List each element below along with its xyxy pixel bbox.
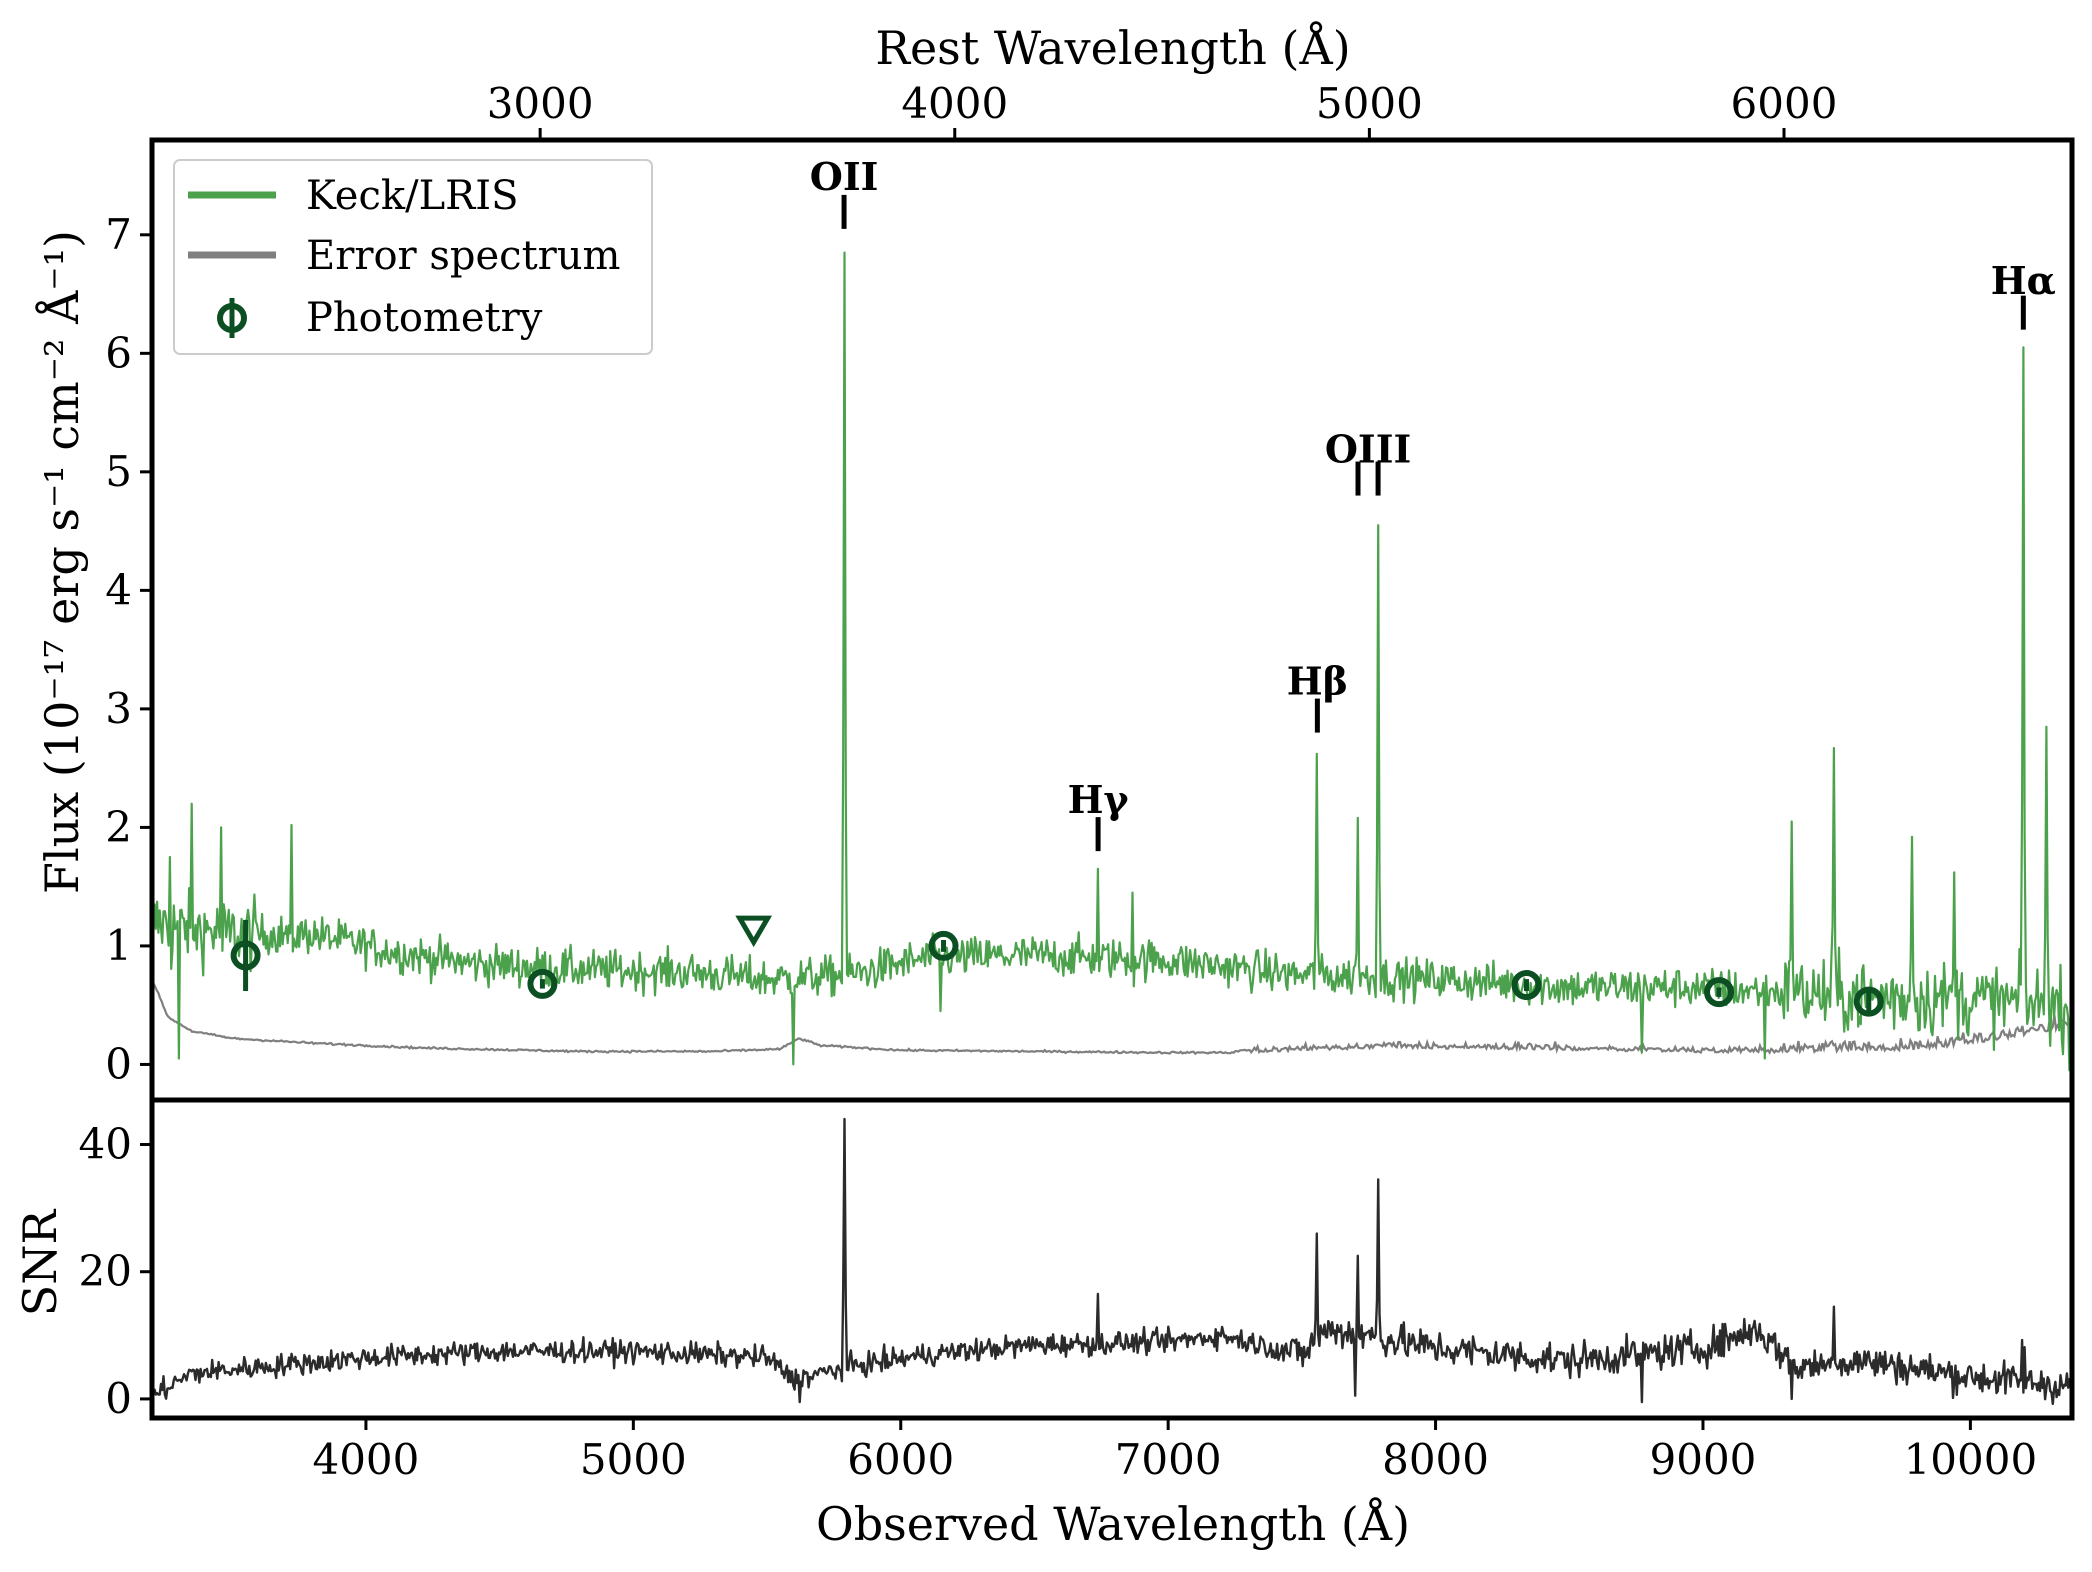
observed-wavelength-tick-label: 7000 (1115, 1435, 1222, 1484)
flux-y-tick-label: 2 (105, 802, 132, 851)
observed-wavelength-tick-label: 9000 (1650, 1435, 1757, 1484)
emission-line-label: OII (810, 154, 879, 199)
photometry-point (928, 930, 959, 961)
flux-y-ticks: 0 1 2 3 4 5 6 7 (105, 210, 152, 1088)
rest-wavelength-axis-label: Rest Wavelength (Å) (875, 20, 1350, 75)
emission-line-label: Hβ (1287, 659, 1348, 704)
snr-panel-frame (149, 1097, 2075, 1421)
legend: Keck/LRIS Error spectrum Photometry (173, 159, 653, 355)
snr-y-tick-label: 20 (79, 1247, 132, 1296)
photometry-point (1511, 970, 1542, 1001)
snr-axis-label: SNR (13, 1208, 67, 1316)
error-spectrum-line (152, 979, 2072, 1056)
flux-y-tick-label: 0 (105, 1039, 132, 1088)
rest-wavelength-ticks: 3000 4000 5000 6000 (487, 79, 1838, 140)
flux-y-tick-label: 7 (105, 210, 132, 259)
photometry-point (1853, 986, 1884, 1017)
flux-y-tick-label: 5 (105, 447, 132, 496)
snr-y-ticks: 0 20 40 (79, 1120, 152, 1423)
photometry-point (527, 968, 558, 999)
emission-line-label: OIII (1325, 426, 1411, 471)
observed-wavelength-axis-label: Observed Wavelength (Å) (816, 1496, 1410, 1551)
snr-plot-area (152, 1117, 2072, 1406)
observed-wavelength-tick-label: 8000 (1382, 1435, 1489, 1484)
observed-wavelength-tick-label: 5000 (580, 1435, 687, 1484)
legend-box (173, 159, 653, 355)
flux-y-tick-label: 3 (105, 684, 132, 733)
observed-wavelength-tick-label: 10000 (1904, 1435, 2038, 1484)
observed-wavelength-ticks: 4000 5000 6000 7000 8000 9000 10000 (312, 1418, 2037, 1484)
emission-line-label: Hα (1991, 258, 2056, 303)
rest-wavelength-tick-label: 6000 (1731, 79, 1838, 128)
photometry-upper-limit (735, 915, 773, 948)
flux-axis-label: Flux (10⁻¹⁷ erg s⁻¹ cm⁻² Å⁻¹) (34, 230, 89, 894)
snr-panel: 0 20 40 (79, 1097, 2075, 1423)
snr-y-tick-label: 0 (105, 1374, 132, 1423)
rest-wavelength-tick-label: 3000 (487, 79, 594, 128)
legend-photometry-label: Photometry (306, 295, 543, 341)
rest-wavelength-tick-label: 5000 (1316, 79, 1423, 128)
photometry-point (230, 940, 261, 971)
flux-panel: 0 1 2 3 4 5 6 7 OII Hγ Hβ OIII Hα (105, 137, 2075, 1103)
legend-error-label: Error spectrum (306, 233, 620, 279)
legend-keck-label: Keck/LRIS (306, 173, 518, 219)
rest-wavelength-tick-label: 4000 (901, 79, 1008, 128)
emission-line-annotations: OII Hγ Hβ OIII Hα (810, 154, 2056, 852)
flux-y-tick-label: 1 (105, 921, 132, 970)
observed-wavelength-tick-label: 6000 (847, 1435, 954, 1484)
flux-y-tick-label: 4 (105, 565, 132, 614)
legend-photometry-marker (217, 303, 247, 333)
emission-line-label: Hγ (1068, 777, 1130, 822)
flux-y-tick-label: 6 (105, 328, 132, 377)
photometry-point (1704, 977, 1735, 1008)
photometry-points (230, 915, 1884, 1017)
snr-y-tick-label: 40 (79, 1120, 132, 1169)
keck-lris-spectrum-line (152, 251, 2072, 1072)
observed-wavelength-tick-label: 4000 (312, 1435, 419, 1484)
snr-line (152, 1117, 2072, 1406)
flux-plot-area (152, 251, 2072, 1072)
